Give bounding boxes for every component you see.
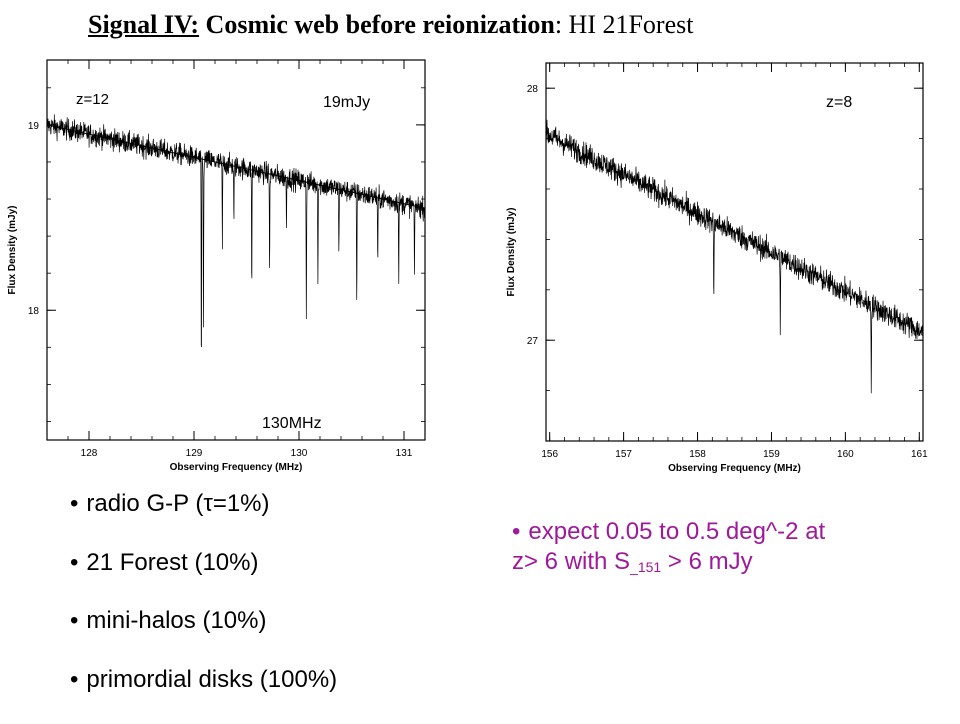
x-tick-label: 128 (81, 448, 98, 459)
x-axis-label: Observing Frequency (MHz) (170, 462, 303, 473)
y-axis-label: Flux Density (mJy) (7, 206, 18, 295)
y-tick-label: 28 (527, 84, 539, 95)
note-line-2: z> 6 with S_151 > 6 mJy (512, 547, 932, 582)
y-tick-label: 27 (527, 336, 539, 347)
plot-frame (47, 60, 425, 440)
y-tick-label: 18 (28, 306, 40, 317)
chart-annotation: z=12 (76, 91, 109, 108)
x-tick-label: 158 (689, 449, 706, 460)
x-tick-label: 159 (763, 449, 780, 460)
x-tick-label: 157 (615, 449, 632, 460)
chart-annotation: 130MHz (262, 415, 322, 432)
list-item: •mini-halos (10%) (70, 607, 337, 666)
chart-annotation: 19mJy (323, 94, 370, 111)
x-tick-label: 156 (541, 449, 558, 460)
x-axis-label: Observing Frequency (MHz) (668, 463, 801, 474)
y-axis-label: Flux Density (mJy) (506, 208, 517, 297)
spectrum-chart-z8: 156 157 158 159 160 161 27 28 Observing Frequenc… (506, 63, 928, 474)
x-tick-label: 130 (291, 448, 308, 459)
bullet-note-right: •expect 0.05 to 0.5 deg^-2 at z> 6 with … (512, 517, 932, 582)
x-tick-label: 161 (911, 449, 928, 460)
x-tick-label: 129 (186, 448, 203, 459)
x-tick-label: 160 (837, 449, 854, 460)
note-line-1: •expect 0.05 to 0.5 deg^-2 at (512, 517, 932, 547)
chart-annotation: z=8 (826, 94, 852, 111)
spectrum-chart-z12: 128 129 130 131 18 19 Observing Frequency (MHz… (7, 60, 425, 473)
bullet-list-left: •radio G-P (τ=1%) •21 Forest (10%) •mini… (70, 490, 337, 724)
list-item: •primordial disks (100%) (70, 666, 337, 724)
spectrum-series (47, 114, 425, 347)
spectrum-series (546, 120, 923, 393)
y-tick-label: 19 (28, 121, 40, 132)
list-item: •21 Forest (10%) (70, 549, 337, 608)
x-tick-label: 131 (396, 448, 413, 459)
plot-frame (546, 63, 923, 441)
subscript: _151 (630, 559, 661, 575)
list-item: •radio G-P (τ=1%) (70, 490, 337, 549)
